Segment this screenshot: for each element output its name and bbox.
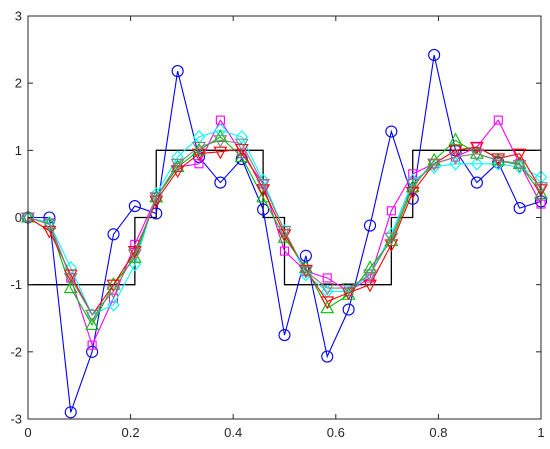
series-6-point (320, 282, 335, 296)
series-5-point (512, 148, 527, 162)
x-tick-label: 0.2 (122, 425, 140, 440)
series-4-point (512, 156, 527, 169)
series-6-point (384, 232, 399, 246)
series-5-point (384, 239, 399, 253)
y-tick-label: 2 (15, 76, 22, 91)
series-4-point (363, 260, 377, 273)
x-tick-label: 1 (537, 425, 544, 440)
series-1-point (363, 219, 377, 232)
x-tick-label: 0 (24, 425, 31, 440)
x-tick-label: 0.8 (429, 425, 447, 440)
series-2-point (87, 340, 97, 350)
series-6-point (192, 141, 206, 155)
series-1-point (513, 202, 526, 215)
series-2-point (279, 246, 290, 256)
x-tick-label: 0.6 (327, 425, 345, 440)
series-6-point (427, 158, 442, 172)
series-6-point (234, 138, 249, 152)
series-5-point (63, 269, 78, 283)
series-5-point (320, 296, 335, 310)
series-6-point (213, 135, 228, 148)
series-1-point (342, 303, 355, 316)
series-2-point (408, 169, 418, 179)
y-tick-label: -1 (10, 277, 22, 292)
series-4-point (85, 317, 100, 331)
series-1-point (64, 406, 77, 419)
series-3-point (256, 173, 270, 188)
series-6-point (277, 225, 292, 239)
series-1-point (214, 176, 227, 189)
y-tick-label: 1 (15, 143, 22, 158)
series-5-point (213, 146, 228, 160)
series-5-point (448, 145, 463, 158)
tick-labels-layer: 0 0.2 0.4 0.6 0.8 1 -3 -2 -1 0 1 2 3 (10, 9, 544, 441)
series-3-point (235, 130, 249, 144)
series-6-point (63, 272, 78, 286)
square-wave-line (27, 149, 541, 286)
series-4-point (63, 280, 78, 294)
x-tick-label: 0.4 (224, 425, 242, 440)
series-layer (21, 48, 548, 419)
series-6-point (127, 249, 142, 263)
series-2-point (493, 115, 503, 125)
series-1-point (428, 48, 441, 62)
series-5-point (298, 264, 313, 278)
series-5-point (170, 165, 185, 179)
series-5-point (127, 246, 142, 259)
series-6-point (85, 309, 100, 323)
series-6-line (27, 139, 542, 316)
series-6-point (405, 178, 420, 192)
series-4-point (106, 277, 121, 290)
axes-layer (27, 15, 542, 420)
series-6-point (106, 286, 121, 300)
series-6-point (512, 160, 527, 173)
series-3-point (470, 156, 484, 171)
y-tick-label: -3 (10, 412, 22, 427)
series-5-point (192, 148, 206, 162)
series-1-point (257, 203, 270, 216)
y-tick-label: 0 (15, 210, 22, 225)
series-4-point (320, 300, 335, 314)
series-1-point (128, 200, 141, 213)
series-5-line (27, 146, 542, 316)
series-6-point (469, 148, 484, 162)
series-2-point (386, 206, 396, 216)
series-3-point (449, 156, 462, 171)
series-1-point (470, 176, 483, 189)
series-4-point (469, 146, 484, 159)
series-6-point (298, 266, 313, 279)
series-6-point (256, 178, 271, 192)
series-6-point (341, 282, 356, 296)
series-1-point (321, 350, 334, 363)
series-6-point (363, 269, 377, 283)
series-5-point (469, 141, 484, 155)
series-1-point (278, 328, 291, 342)
series-3-point (171, 150, 184, 164)
series-6 (21, 135, 548, 323)
y-tick-label: -2 (10, 344, 22, 359)
series-6-point (42, 219, 57, 232)
series-6-point (491, 155, 506, 169)
series-6-point (149, 192, 164, 205)
series-5-point (149, 195, 164, 209)
series-6-point (170, 158, 185, 172)
series-5-point (405, 186, 420, 200)
series-4-point (234, 149, 249, 163)
y-tick-label: 3 (15, 9, 22, 24)
series-1-point (171, 65, 184, 78)
series-3-point (107, 298, 120, 312)
series-1-point (107, 228, 120, 241)
series-2-point (322, 273, 332, 283)
series-6-point (448, 152, 463, 165)
series-4-point (448, 132, 463, 146)
series-1-point (385, 125, 398, 138)
